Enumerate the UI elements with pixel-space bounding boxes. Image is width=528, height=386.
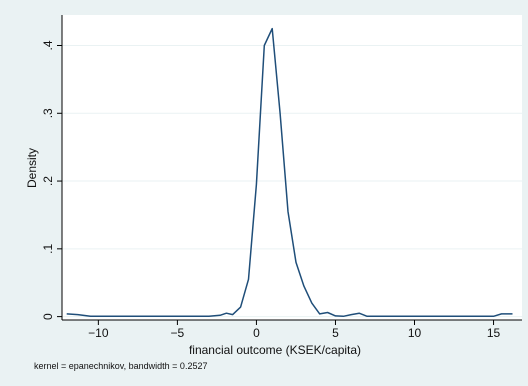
series-group <box>66 27 513 318</box>
chart-note: kernel = epanechnikov, bandwidth = 0.252… <box>34 361 207 371</box>
y-tick-label: .4 <box>41 40 55 50</box>
x-tick-label: 0 <box>253 326 260 340</box>
y-axis-label: Density <box>25 148 39 188</box>
x-tick-label: −10 <box>88 326 109 340</box>
x-tick-label: −5 <box>171 326 185 340</box>
y-tick-label: .1 <box>41 244 55 254</box>
y-tick-label: .2 <box>41 176 55 186</box>
plot-area <box>62 15 522 320</box>
x-axis-label: financial outcome (KSEK/capita) <box>189 343 361 357</box>
axes <box>57 15 522 325</box>
x-tick-label: 10 <box>408 326 422 340</box>
y-tick-label: .3 <box>41 108 55 118</box>
tick-labels: −10 −5 0 5 10 15 0 .1 .2 .3 .4 <box>41 40 501 340</box>
y-tick-label: 0 <box>41 313 55 320</box>
x-tick-label: 5 <box>332 326 339 340</box>
density-line <box>66 27 513 318</box>
x-tick-label: 15 <box>487 326 501 340</box>
